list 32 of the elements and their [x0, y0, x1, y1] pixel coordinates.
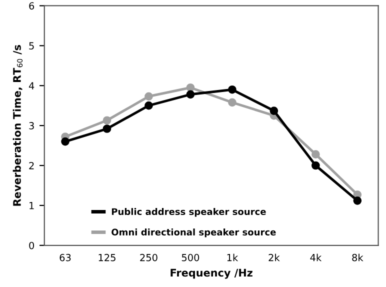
x-tick-label: 125: [98, 254, 116, 262]
y-tick-label: 3: [29, 122, 34, 130]
point: [228, 98, 236, 107]
point: [102, 124, 112, 133]
x-tick-label: 4k: [310, 254, 322, 262]
y-tick-label: 1: [30, 202, 34, 210]
point: [228, 85, 236, 94]
point: [144, 92, 153, 101]
point: [353, 196, 362, 205]
y-tick-label: 5: [29, 42, 34, 50]
y-tick-label: 2: [29, 162, 34, 170]
point: [61, 137, 70, 146]
legend-label: Public address speaker source: [112, 208, 266, 217]
x-tick-label: 500: [182, 254, 200, 262]
y-tick-label: 4: [28, 82, 34, 90]
point: [312, 150, 320, 158]
point: [186, 83, 195, 92]
y-axis-title: Reverberation Time, RT$_{60}$ /s: [12, 45, 23, 206]
legend-label: Omni directional speaker source: [112, 228, 276, 238]
point: [312, 161, 320, 170]
point: [186, 90, 195, 99]
x-axis-title: Frequency /Hz: [170, 268, 252, 279]
x-tick-label: 63: [60, 254, 71, 262]
x-tick-label: 1k: [227, 254, 238, 262]
point: [144, 101, 153, 110]
y-tick-label: 0: [29, 242, 34, 250]
x-tick-label: 250: [140, 254, 158, 262]
x-tick-label: 2k: [268, 254, 280, 262]
point: [102, 116, 112, 125]
x-tick-label: 8k: [352, 254, 364, 262]
y-tick-label: 6: [29, 2, 34, 10]
point: [270, 106, 278, 115]
